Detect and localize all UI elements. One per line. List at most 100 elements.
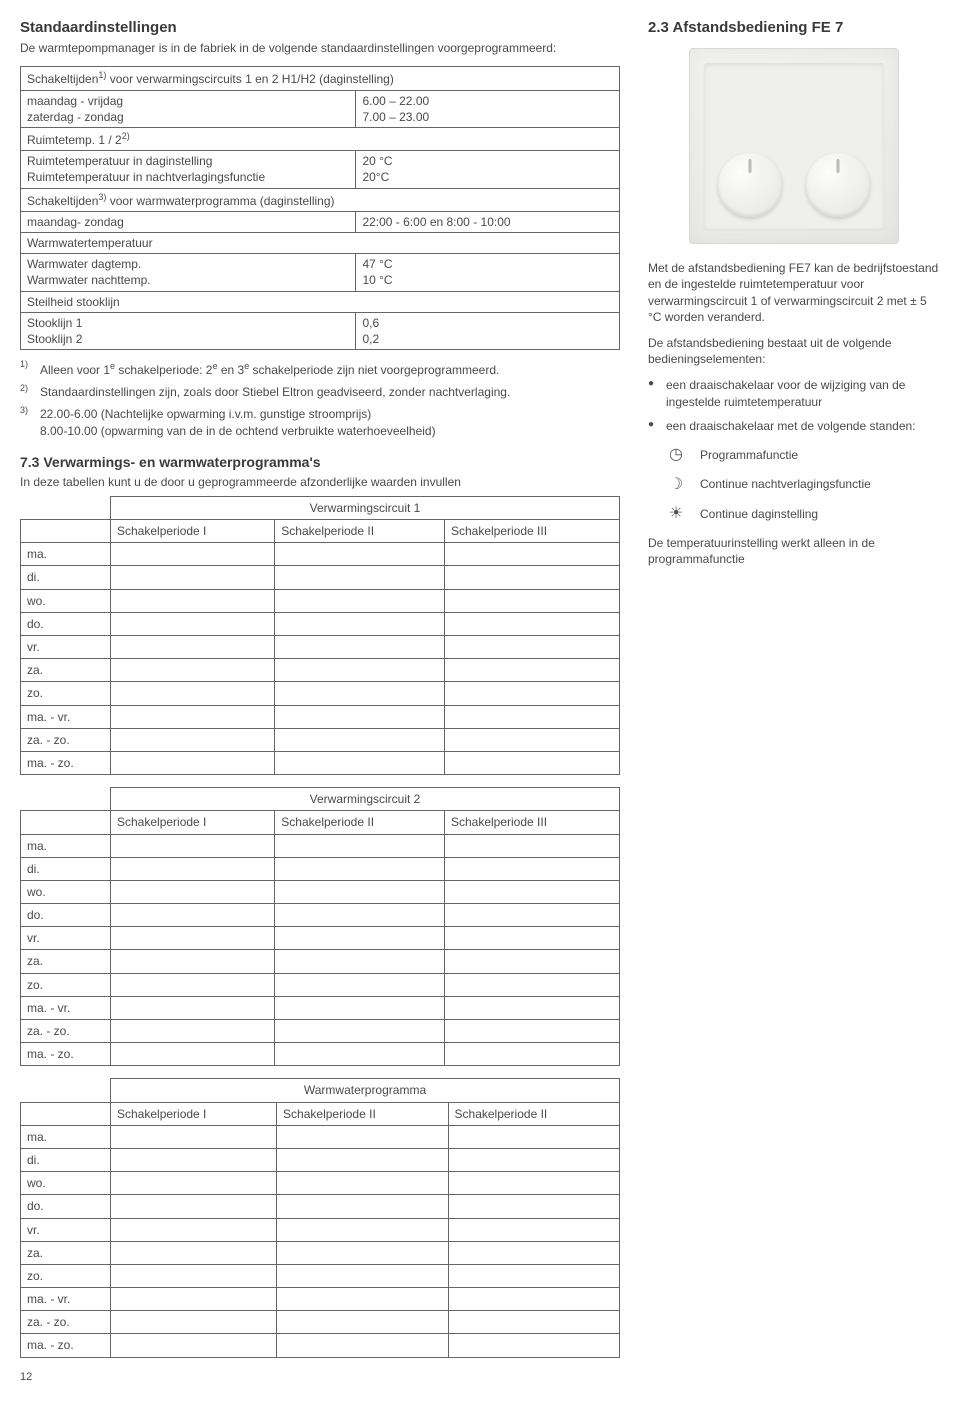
settings-value: 0,60,2: [356, 312, 620, 349]
programme-cell[interactable]: [275, 950, 445, 973]
programme-cell[interactable]: [444, 589, 619, 612]
programme-cell[interactable]: [275, 973, 445, 996]
programme-cell[interactable]: [275, 834, 445, 857]
programme-cell[interactable]: [444, 1020, 619, 1043]
programme-cell[interactable]: [111, 1125, 277, 1148]
mode-icon: ☀: [666, 503, 686, 525]
programme-cell[interactable]: [111, 589, 275, 612]
programme-cell[interactable]: [111, 1311, 277, 1334]
programme-table: WarmwaterprogrammaSchakelperiode ISchake…: [20, 1078, 620, 1357]
programme-cell[interactable]: [275, 543, 445, 566]
programme-cell[interactable]: [277, 1148, 448, 1171]
programme-cell[interactable]: [275, 996, 445, 1019]
programme-cell[interactable]: [111, 1043, 275, 1066]
programme-cell[interactable]: [277, 1172, 448, 1195]
programme-cell[interactable]: [444, 950, 619, 973]
programme-cell[interactable]: [111, 566, 275, 589]
programme-cell[interactable]: [111, 1195, 277, 1218]
programme-cell[interactable]: [448, 1125, 619, 1148]
programme-cell[interactable]: [111, 612, 275, 635]
programme-cell[interactable]: [444, 904, 619, 927]
programme-cell[interactable]: [111, 973, 275, 996]
programme-cell[interactable]: [111, 1288, 277, 1311]
programme-cell[interactable]: [277, 1334, 448, 1357]
programme-cell[interactable]: [111, 950, 275, 973]
programme-cell[interactable]: [111, 751, 275, 774]
programme-cell[interactable]: [275, 751, 445, 774]
programme-cell[interactable]: [444, 612, 619, 635]
programme-cell[interactable]: [444, 566, 619, 589]
programme-cell[interactable]: [111, 543, 275, 566]
programme-cell[interactable]: [111, 1334, 277, 1357]
programme-cell[interactable]: [277, 1125, 448, 1148]
programme-row-label: ma. - zo.: [21, 1334, 111, 1357]
programme-cell[interactable]: [275, 857, 445, 880]
programme-row-label: ma. - vr.: [21, 705, 111, 728]
programme-cell[interactable]: [275, 682, 445, 705]
programme-cell[interactable]: [111, 1172, 277, 1195]
programme-cell[interactable]: [444, 927, 619, 950]
programme-cell[interactable]: [444, 973, 619, 996]
programme-cell[interactable]: [277, 1311, 448, 1334]
programme-cell[interactable]: [448, 1288, 619, 1311]
programme-cell[interactable]: [275, 612, 445, 635]
programme-cell[interactable]: [275, 1020, 445, 1043]
programme-cell[interactable]: [275, 1043, 445, 1066]
programme-cell[interactable]: [444, 636, 619, 659]
programme-cell[interactable]: [444, 996, 619, 1019]
programme-cell[interactable]: [111, 636, 275, 659]
programme-cell[interactable]: [111, 1264, 277, 1287]
programme-cell[interactable]: [444, 659, 619, 682]
programme-cell[interactable]: [444, 682, 619, 705]
programme-cell[interactable]: [111, 927, 275, 950]
programme-cell[interactable]: [111, 904, 275, 927]
programme-cell[interactable]: [111, 996, 275, 1019]
programme-cell[interactable]: [277, 1195, 448, 1218]
programme-cell[interactable]: [448, 1148, 619, 1171]
programme-cell[interactable]: [111, 880, 275, 903]
programme-cell[interactable]: [275, 636, 445, 659]
programme-cell[interactable]: [277, 1288, 448, 1311]
programme-cell[interactable]: [275, 705, 445, 728]
programme-row-label: do.: [21, 612, 111, 635]
programme-row-label: zo.: [21, 1264, 111, 1287]
programme-col-header: Schakelperiode II: [277, 1102, 448, 1125]
right-para-2: De afstandsbediening bestaat uit de volg…: [648, 335, 940, 367]
programme-cell[interactable]: [111, 659, 275, 682]
programme-cell[interactable]: [448, 1218, 619, 1241]
programme-cell[interactable]: [444, 705, 619, 728]
programme-cell[interactable]: [444, 543, 619, 566]
programme-cell[interactable]: [111, 682, 275, 705]
programme-cell[interactable]: [444, 880, 619, 903]
programme-table-title: Verwarmingscircuit 2: [111, 788, 620, 811]
programme-cell[interactable]: [275, 880, 445, 903]
programme-cell[interactable]: [275, 904, 445, 927]
programme-cell[interactable]: [111, 834, 275, 857]
programme-cell[interactable]: [448, 1241, 619, 1264]
programme-cell[interactable]: [111, 728, 275, 751]
programme-cell[interactable]: [444, 857, 619, 880]
programme-cell[interactable]: [444, 751, 619, 774]
programme-cell[interactable]: [277, 1218, 448, 1241]
programme-cell[interactable]: [275, 927, 445, 950]
programme-cell[interactable]: [277, 1264, 448, 1287]
programme-cell[interactable]: [275, 566, 445, 589]
programme-cell[interactable]: [275, 659, 445, 682]
programme-cell[interactable]: [111, 1020, 275, 1043]
programme-cell[interactable]: [277, 1241, 448, 1264]
programme-cell[interactable]: [111, 1218, 277, 1241]
programme-cell[interactable]: [448, 1311, 619, 1334]
programme-cell[interactable]: [448, 1172, 619, 1195]
programme-cell[interactable]: [275, 589, 445, 612]
programme-cell[interactable]: [111, 857, 275, 880]
programme-cell[interactable]: [448, 1195, 619, 1218]
programme-cell[interactable]: [111, 705, 275, 728]
programme-cell[interactable]: [444, 834, 619, 857]
programme-cell[interactable]: [448, 1264, 619, 1287]
programme-cell[interactable]: [275, 728, 445, 751]
programme-cell[interactable]: [111, 1148, 277, 1171]
programme-cell[interactable]: [444, 1043, 619, 1066]
programme-cell[interactable]: [111, 1241, 277, 1264]
programme-cell[interactable]: [444, 728, 619, 751]
programme-cell[interactable]: [448, 1334, 619, 1357]
